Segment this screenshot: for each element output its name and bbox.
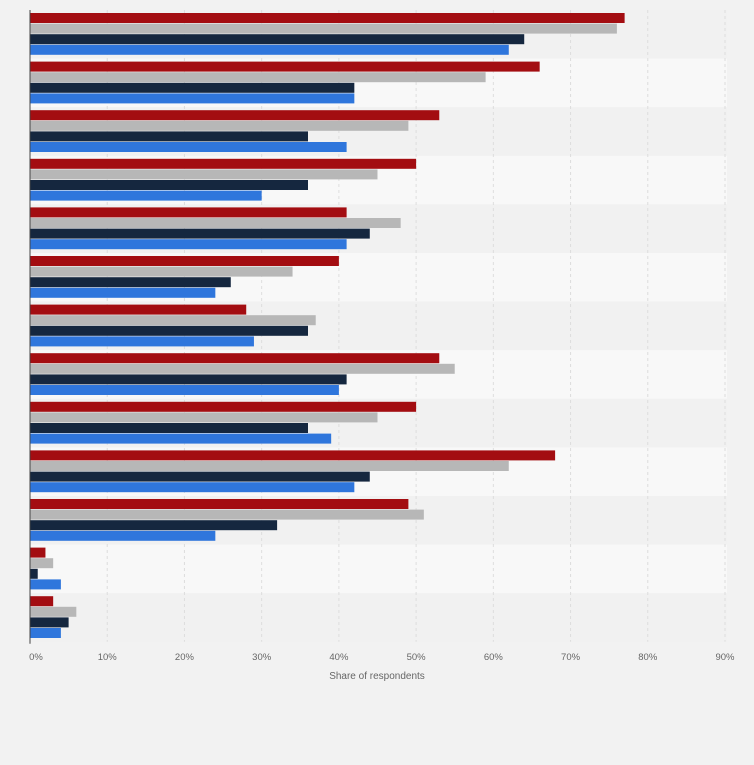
bar (30, 142, 347, 152)
bar (30, 23, 617, 34)
bar (30, 385, 339, 395)
bar (30, 628, 61, 638)
bar (30, 461, 509, 471)
bar (30, 218, 401, 228)
x-tick-label: 40% (329, 652, 349, 663)
bar (30, 401, 417, 412)
bar (30, 13, 625, 23)
bar (30, 482, 355, 493)
bar (30, 93, 355, 104)
bar (30, 304, 247, 315)
bar (30, 158, 417, 169)
bar (30, 568, 38, 579)
bar (30, 82, 355, 93)
bar (30, 315, 316, 326)
x-tick-label: 50% (407, 652, 427, 663)
x-tick-label: 0% (29, 652, 43, 663)
bar (30, 363, 455, 374)
bar (30, 353, 440, 364)
bar (30, 374, 347, 385)
x-tick-label: 80% (638, 652, 658, 663)
bar (30, 131, 308, 142)
x-tick-label: 30% (252, 652, 272, 663)
bar (30, 433, 332, 444)
bar (30, 228, 370, 239)
bar (30, 558, 54, 569)
bar (30, 120, 409, 131)
bar (30, 61, 540, 72)
bar (30, 530, 216, 541)
bar (30, 277, 231, 288)
bar (30, 256, 339, 266)
bar (30, 110, 440, 121)
bar (30, 325, 308, 336)
bar (30, 287, 216, 298)
bar (30, 239, 347, 250)
bar (30, 169, 378, 180)
bar (30, 34, 525, 45)
bar (30, 617, 69, 628)
row-band (30, 544, 727, 594)
x-tick-label: 70% (561, 652, 581, 663)
x-tick-label: 90% (715, 652, 735, 663)
row-band (30, 593, 727, 642)
bars (30, 13, 625, 638)
bar (30, 520, 278, 531)
bar (30, 180, 308, 190)
bar (30, 606, 77, 617)
bar (30, 547, 46, 558)
bar (30, 412, 378, 423)
x-tick-label: 60% (484, 652, 504, 663)
x-tick-labels: 0% 10% 20% 30% 40% 50% 60% 70% 80% 90% (29, 652, 735, 663)
bar (30, 423, 308, 433)
bar (30, 450, 556, 461)
x-tick-label: 20% (175, 652, 195, 663)
bar (30, 190, 262, 201)
bar (30, 509, 424, 520)
bar (30, 266, 293, 277)
bar (30, 471, 370, 482)
bar (30, 44, 509, 55)
bar (30, 336, 254, 347)
bar (30, 207, 347, 218)
x-axis-label: Share of respondents (329, 671, 425, 682)
bar (30, 579, 61, 590)
bar (30, 596, 54, 607)
bar (30, 499, 409, 509)
x-tick-label: 10% (98, 652, 118, 663)
bar (30, 72, 486, 83)
